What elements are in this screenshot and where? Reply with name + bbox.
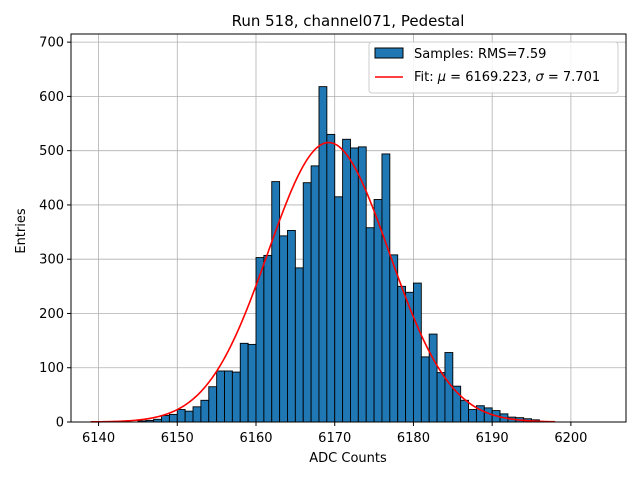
legend-swatch-samples [374,47,404,59]
legend-box [368,41,619,94]
histogram-bar [436,372,446,423]
histogram-bar [200,399,210,423]
histogram-bar [231,371,241,423]
y-tick-label: 200 [39,307,64,322]
x-tick-label: 6170 [318,431,351,446]
histogram-bar [224,370,233,423]
histogram-bar [216,370,225,423]
histogram-bar [184,410,194,423]
histogram-bar [287,229,296,423]
histogram-bar [342,138,351,423]
histogram-bar [192,406,202,423]
y-tick-label: 500 [39,144,64,159]
x-tick-label: 6200 [554,431,587,446]
histogram-bar [334,196,344,423]
histogram-bar [350,147,359,423]
x-tick-label: 6180 [397,431,430,446]
chart-title: Run 518, channel071, Pedestal [232,12,465,30]
histogram-bar [161,415,170,423]
histogram-bar [373,199,383,423]
y-axis-label: Entries [14,208,29,254]
histogram-bar [271,181,281,423]
histogram-bar [326,133,336,423]
legend-label-samples: Samples: RMS=7.59 [414,47,546,62]
histogram-bar [460,399,470,423]
histogram-bar [247,343,257,423]
histogram-bar [412,282,422,423]
x-tick-label: 6140 [82,431,115,446]
y-tick-label: 400 [39,198,64,213]
y-tick-label: 300 [39,253,64,268]
histogram-bar [302,182,312,423]
histogram-bar [310,165,320,423]
y-tick-label: 700 [39,36,64,51]
histogram-bar [389,254,399,423]
histogram-bar [405,291,414,423]
histogram-bar [318,86,328,423]
y-tick-label: 100 [39,361,64,376]
histogram-bar [428,333,438,423]
histogram-bar [263,254,273,423]
histogram-bar [168,413,178,423]
x-tick-label: 6190 [476,431,509,446]
histogram-bar [176,409,186,423]
x-tick-label: 6150 [161,431,194,446]
histogram-bar [208,386,218,423]
histogram-bar [365,227,375,423]
fit-curve [90,141,556,423]
histogram-bar [279,235,288,423]
plot-frame [70,33,627,423]
y-tick-label: 0 [56,416,64,431]
legend-label-fit: Fit: μ = 6169.223, σ = 7.701 [414,70,600,85]
histogram-bar [381,153,391,423]
histogram-bar [294,267,304,423]
histogram-bar [397,285,407,423]
y-tick-label: 600 [39,90,64,105]
axis-ticks: 6140 6150 6160 6170 6180 6190 6200 0 100 200 300 40… [39,36,587,446]
legend: Samples: RMS=7.59 Fit: μ = 6169.223, σ =… [368,41,619,94]
x-axis-label: ADC Counts [309,451,387,466]
x-tick-label: 6160 [239,431,272,446]
histogram-bar [239,342,249,423]
histogram-bar [468,409,477,423]
histogram-bar [420,356,430,423]
